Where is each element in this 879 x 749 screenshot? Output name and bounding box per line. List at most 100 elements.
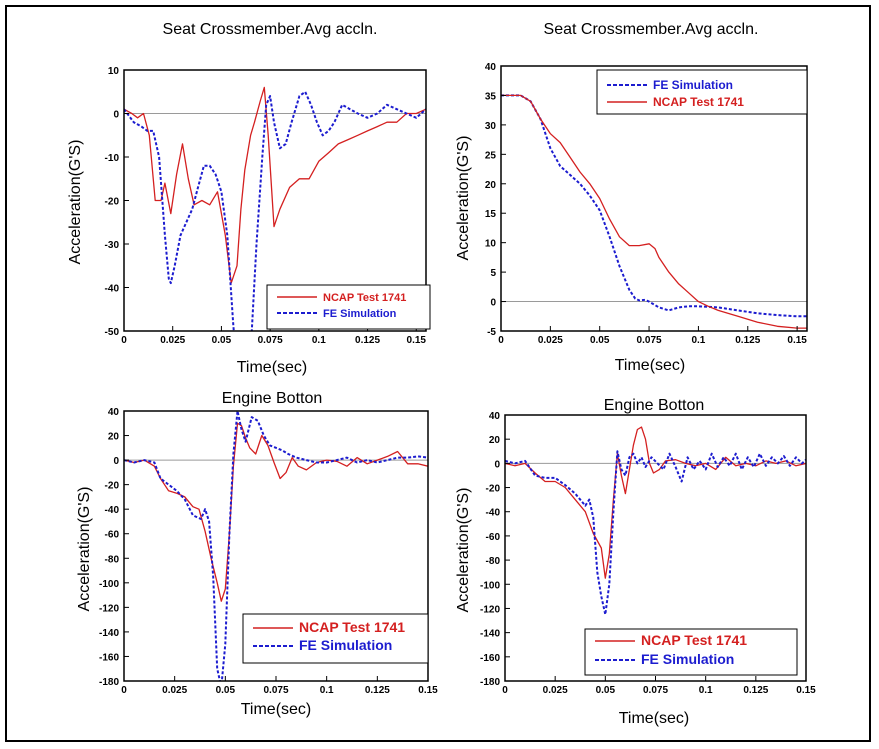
- x-axis-label: Time(sec): [619, 710, 690, 727]
- chart-title: Seat Crossmember.Avg accln.: [163, 21, 378, 38]
- x-tick-label: 0.075: [258, 335, 283, 346]
- x-tick-label: 0.05: [596, 685, 616, 696]
- chart-title: Engine Botton: [222, 390, 323, 407]
- y-tick-label: -180: [480, 677, 500, 688]
- x-tick-label: 0: [498, 335, 504, 346]
- legend: NCAP Test 1741 FE Simulation: [242, 613, 429, 664]
- y-tick-label: -40: [105, 284, 120, 295]
- series-line-fe-simulation: [124, 90, 426, 331]
- figure-frame: [5, 5, 871, 742]
- legend: NCAP Test 1741 FE Simulation: [266, 284, 431, 330]
- x-tick-label: 0.1: [691, 335, 705, 346]
- y-tick-label: -50: [105, 327, 120, 338]
- y-tick-label: 40: [489, 411, 501, 422]
- y-axis-label: Acceleration(G'S): [455, 136, 472, 261]
- x-axis-label: Time(sec): [241, 701, 312, 718]
- x-tick-label: 0.075: [643, 685, 668, 696]
- legend: NCAP Test 1741 FE Simulation: [584, 628, 798, 676]
- y-tick-label: 10: [108, 66, 120, 77]
- chart-panel-2: 0 0.025 0.05 0.075 0.1 0.125 0.15 40 35 30 25 20 15 1…: [455, 21, 808, 374]
- x-tick-label: 0.075: [263, 685, 288, 696]
- x-tick-label: 0.15: [796, 685, 816, 696]
- series-line-ncap-test: [505, 426, 806, 579]
- x-tick-label: 0: [121, 335, 127, 346]
- series-line-fe-simulation: [501, 94, 807, 318]
- series-line-ncap-test: [501, 94, 807, 329]
- x-tick-label: 0.05: [212, 335, 232, 346]
- y-tick-label: 0: [490, 298, 496, 309]
- y-tick-label: -60: [486, 532, 501, 543]
- y-tick-label: -120: [480, 604, 500, 615]
- y-tick-label: -100: [480, 580, 500, 591]
- legend-label: FE Simulation: [299, 637, 392, 653]
- x-tick-label: 0.125: [355, 335, 380, 346]
- x-tick-label: 0.125: [743, 685, 768, 696]
- x-tick-label: 0.05: [590, 335, 610, 346]
- y-tick-label: 40: [485, 62, 497, 73]
- x-tick-label: 0.15: [407, 335, 427, 346]
- x-tick-label: 0.1: [320, 685, 334, 696]
- y-tick-label: 0: [113, 110, 119, 121]
- x-tick-label: 0.15: [418, 685, 438, 696]
- y-tick-label: 5: [490, 268, 496, 279]
- y-tick-label: -80: [486, 556, 501, 567]
- y-tick-label: 20: [489, 435, 501, 446]
- y-tick-label: 20: [108, 432, 120, 443]
- chart-title: Seat Crossmember.Avg accln.: [544, 21, 759, 38]
- y-tick-label: -140: [480, 629, 500, 640]
- y-tick-label: 35: [485, 91, 497, 102]
- y-tick-label: 0: [113, 456, 119, 467]
- x-tick-label: 0: [502, 685, 508, 696]
- y-tick-label: -40: [105, 505, 120, 516]
- y-tick-label: 30: [485, 121, 497, 132]
- y-tick-label: -100: [99, 579, 119, 590]
- y-tick-label: -140: [99, 628, 119, 639]
- legend-label: NCAP Test 1741: [299, 619, 405, 635]
- x-tick-label: 0.025: [538, 335, 563, 346]
- chart-panel-1: 0 0.025 0.05 0.075 0.1 0.125 0.15 10 0 -10 -20 -30 -…: [67, 21, 431, 376]
- y-axis-label: Acceleration(G'S): [67, 140, 84, 265]
- x-tick-label: 0.075: [637, 335, 662, 346]
- y-tick-label: -20: [486, 484, 501, 495]
- y-tick-label: -10: [105, 153, 120, 164]
- y-tick-label: -40: [486, 508, 501, 519]
- legend-box: [584, 628, 798, 676]
- chart-panel-4: 0 0.025 0.05 0.075 0.1 0.125 0.15 40 20 0 -20 -40 -6…: [455, 397, 816, 727]
- y-tick-label: -160: [480, 653, 500, 664]
- y-tick-label: -80: [105, 554, 120, 565]
- y-tick-label: -60: [105, 530, 120, 541]
- x-tick-label: 0.125: [365, 685, 390, 696]
- y-tick-label: 10: [485, 239, 497, 250]
- x-tick-label: 0.025: [543, 685, 568, 696]
- x-tick-label: 0.025: [160, 335, 185, 346]
- legend-label: FE Simulation: [641, 651, 734, 667]
- y-tick-label: 40: [108, 407, 120, 418]
- y-tick-label: 20: [485, 180, 497, 191]
- legend: FE Simulation NCAP Test 1741: [596, 69, 808, 115]
- series-line-ncap-test: [124, 86, 426, 284]
- x-tick-label: 0.15: [787, 335, 807, 346]
- legend-label: NCAP Test 1741: [653, 95, 744, 109]
- x-tick-label: 0.125: [735, 335, 760, 346]
- y-tick-label: -20: [105, 481, 120, 492]
- y-tick-label: -180: [99, 677, 119, 688]
- legend-box: [242, 613, 429, 664]
- y-tick-label: -30: [105, 240, 120, 251]
- x-axis-label: Time(sec): [237, 359, 308, 376]
- x-tick-label: 0.025: [162, 685, 187, 696]
- x-axis-label: Time(sec): [615, 357, 686, 374]
- x-tick-label: 0: [121, 685, 127, 696]
- y-tick-label: 0: [494, 459, 500, 470]
- y-tick-label: -5: [487, 327, 496, 338]
- x-tick-label: 0.05: [216, 685, 236, 696]
- series-line-ncap-test: [124, 422, 428, 602]
- legend-box: [596, 69, 808, 115]
- y-tick-label: -20: [105, 197, 120, 208]
- y-tick-label: 25: [485, 150, 497, 161]
- x-tick-label: 0.1: [312, 335, 326, 346]
- y-tick-label: -120: [99, 603, 119, 614]
- y-tick-label: -160: [99, 652, 119, 663]
- x-tick-label: 0.1: [699, 685, 713, 696]
- legend-box: [266, 284, 431, 330]
